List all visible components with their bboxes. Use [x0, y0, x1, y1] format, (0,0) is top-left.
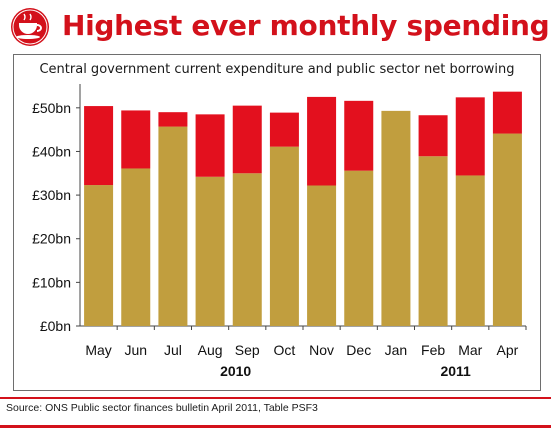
- bar-expenditure: [455, 175, 485, 326]
- x-tick-label: Mar: [458, 342, 482, 358]
- source-note: Source: ONS Public sector finances bulle…: [6, 402, 318, 414]
- y-tick-label: £10bn: [32, 274, 71, 290]
- bar-borrowing: [84, 106, 114, 186]
- bar-borrowing: [195, 114, 225, 177]
- bar-borrowing: [455, 97, 485, 176]
- bar-expenditure: [121, 168, 151, 326]
- bar-expenditure: [232, 173, 262, 326]
- bar-borrowing: [158, 112, 188, 127]
- x-tick-label: Oct: [274, 342, 296, 358]
- y-tick-label: £50bn: [32, 100, 71, 116]
- bar-expenditure: [418, 156, 448, 326]
- bar-expenditure: [269, 146, 299, 326]
- bar-expenditure: [195, 176, 225, 326]
- chart-title: Central government current expenditure a…: [39, 62, 515, 77]
- x-tick-label: Aug: [198, 342, 223, 358]
- x-tick-label: Jun: [124, 342, 147, 358]
- bar-expenditure: [158, 126, 188, 326]
- bottom-border: [0, 425, 551, 428]
- year-label: 2010: [220, 363, 251, 379]
- bar-borrowing: [121, 110, 151, 169]
- year-label: 2011: [440, 363, 471, 379]
- bar-expenditure: [84, 185, 114, 326]
- bar-borrowing: [344, 100, 374, 171]
- source-divider: [0, 397, 551, 399]
- x-tick-label: Dec: [346, 342, 371, 358]
- page-title: Highest ever monthly spending: [62, 9, 550, 42]
- y-tick-label: £20bn: [32, 231, 71, 247]
- bar-expenditure: [381, 110, 411, 326]
- x-tick-label: Jan: [385, 342, 408, 358]
- bar-borrowing: [232, 105, 262, 174]
- y-tick-label: £30bn: [32, 187, 71, 203]
- y-tick-label: £40bn: [32, 143, 71, 159]
- x-tick-label: Sep: [235, 342, 260, 358]
- bar-borrowing: [492, 91, 522, 134]
- bar-expenditure: [307, 185, 337, 326]
- bar-borrowing: [307, 96, 337, 186]
- x-tick-label: Apr: [497, 342, 519, 358]
- y-tick-label: £0bn: [40, 318, 71, 334]
- x-tick-label: May: [85, 342, 111, 358]
- bar-expenditure: [492, 133, 522, 326]
- teacup-logo-icon: [11, 8, 49, 46]
- bar-borrowing: [269, 112, 299, 147]
- x-tick-label: Jul: [164, 342, 182, 358]
- x-tick-label: Feb: [421, 342, 445, 358]
- x-tick-label: Nov: [309, 342, 334, 358]
- bar-expenditure: [344, 170, 374, 326]
- bar-borrowing: [418, 115, 448, 157]
